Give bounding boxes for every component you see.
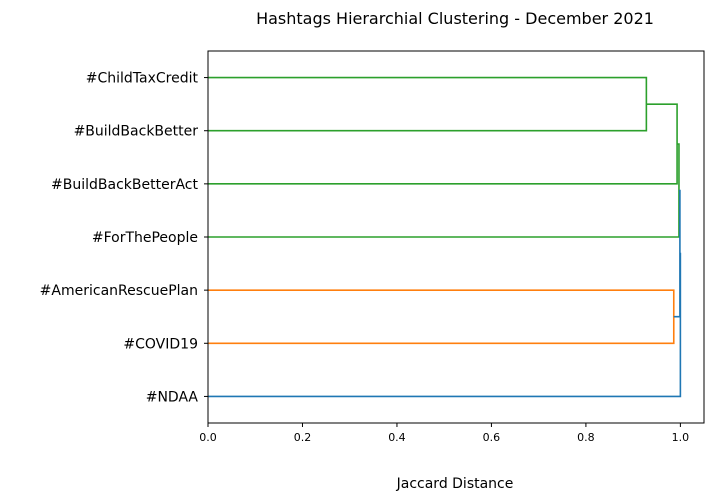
dendrogram-link	[208, 143, 680, 238]
x-axis-ticks: 0.0 0.2 0.4 0.6 0.8 1.0	[199, 423, 689, 444]
x-tick-label: 0.4	[388, 431, 406, 444]
leaf-label: #BuildBackBetterAct	[51, 177, 198, 193]
x-tick-label: 1.0	[672, 431, 690, 444]
x-tick-label: 0.0	[199, 431, 217, 444]
leaf-label: #NDAA	[146, 389, 199, 405]
x-tick-label: 0.8	[577, 431, 595, 444]
dendrogram-links	[208, 76, 682, 398]
dendrogram-link	[208, 289, 675, 345]
dendrogram-link	[208, 76, 648, 132]
leaf-label: #BuildBackBetter	[74, 124, 199, 140]
x-tick-label: 0.6	[483, 431, 501, 444]
leaf-label: #ForThePeople	[92, 230, 198, 246]
dendrogram-link	[208, 103, 678, 185]
leaf-label: #COVID19	[123, 336, 198, 352]
leaf-labels: #ChildTaxCredit #BuildBackBetter #BuildBac…	[40, 71, 208, 405]
leaf-label: #ChildTaxCredit	[86, 71, 199, 87]
x-axis-label: Jaccard Distance	[396, 476, 514, 492]
chart-title: Hashtags Hierarchial Clustering - Decemb…	[256, 9, 654, 28]
dendrogram-link	[208, 252, 682, 398]
x-tick-label: 0.2	[294, 431, 312, 444]
leaf-label: #AmericanRescuePlan	[40, 283, 198, 299]
